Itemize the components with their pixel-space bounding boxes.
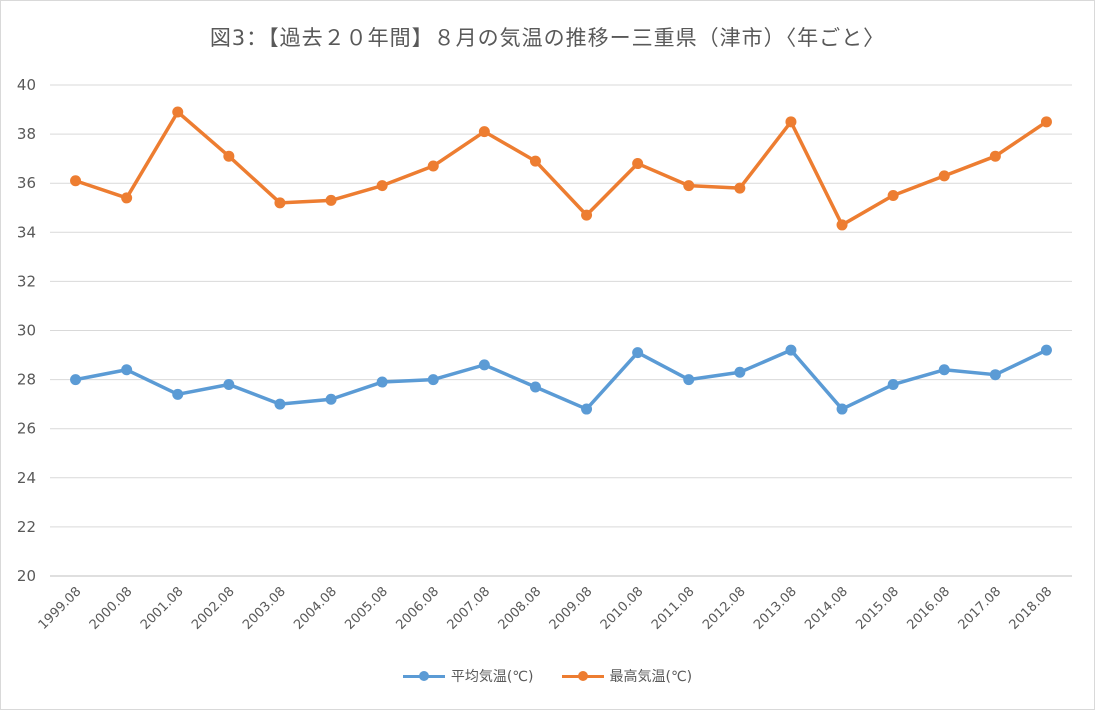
x-tick-label: 2009.08 — [547, 584, 596, 633]
data-point — [632, 347, 644, 359]
legend-item-max: 最高気温(℃) — [561, 666, 693, 686]
data-point — [734, 182, 746, 194]
data-point — [325, 194, 337, 206]
data-point — [274, 197, 286, 209]
data-point — [172, 106, 184, 118]
chart-legend: 平均気温(℃) 最高気温(℃) — [0, 666, 1095, 686]
data-point — [70, 175, 82, 187]
x-tick-label: 2007.08 — [445, 584, 494, 633]
x-tick-label: 2008.08 — [496, 584, 545, 633]
data-point — [427, 374, 439, 386]
y-tick-label: 20 — [17, 567, 36, 585]
series-avg-temp — [70, 344, 1052, 415]
data-point — [376, 376, 388, 388]
data-point — [427, 160, 439, 172]
data-point — [989, 369, 1001, 381]
data-point — [529, 381, 541, 393]
x-tick-label: 2010.08 — [598, 584, 647, 633]
data-point — [734, 366, 746, 378]
data-point — [70, 374, 82, 386]
x-tick-label: 1999.08 — [36, 584, 85, 633]
data-point — [938, 364, 950, 376]
y-tick-label: 30 — [17, 322, 36, 340]
data-point — [223, 379, 235, 391]
data-point — [1040, 344, 1052, 356]
y-axis: 20 22 24 26 28 30 32 34 36 38 40 — [17, 76, 36, 585]
data-point — [121, 364, 133, 376]
data-point — [683, 374, 695, 386]
data-point — [223, 150, 235, 162]
data-point — [938, 170, 950, 182]
y-tick-label: 38 — [17, 125, 36, 143]
data-point — [325, 393, 337, 405]
data-point — [274, 398, 286, 410]
legend-label-max: 最高気温(℃) — [609, 669, 693, 685]
x-tick-label: 2003.08 — [240, 584, 289, 633]
data-point — [887, 189, 899, 201]
x-tick-label: 2016.08 — [904, 584, 953, 633]
x-tick-label: 2014.08 — [802, 584, 851, 633]
gridlines — [50, 84, 1072, 577]
data-point — [683, 180, 695, 192]
x-tick-label: 2005.08 — [342, 584, 391, 633]
series-line — [73, 110, 1049, 227]
chart-title: 図3：【過去２０年間】８月の気温の推移ー三重県（津市）〈年ごと〉 — [209, 26, 886, 50]
data-point — [836, 403, 848, 415]
x-tick-label: 2017.08 — [956, 584, 1005, 633]
x-tick-label: 2004.08 — [291, 584, 340, 633]
data-point — [376, 180, 388, 192]
x-tick-label: 2001.08 — [138, 584, 187, 633]
data-point — [478, 126, 490, 138]
x-tick-label: 2012.08 — [700, 584, 749, 633]
data-point — [989, 150, 1001, 162]
y-tick-label: 40 — [17, 76, 36, 94]
x-tick-label: 2011.08 — [649, 584, 698, 633]
data-point — [785, 116, 797, 128]
legend-label-avg: 平均気温(℃) — [450, 669, 534, 685]
x-tick-label: 2006.08 — [393, 584, 442, 633]
data-point — [581, 403, 593, 415]
x-axis: 1999.08 2000.08 2001.08 2002.08 2003.08 2004.… — [36, 584, 1056, 633]
legend-swatch-max — [561, 670, 604, 682]
series-max-temp — [70, 106, 1052, 231]
data-point — [172, 388, 184, 400]
y-tick-label: 34 — [17, 223, 36, 241]
y-tick-label: 28 — [17, 371, 36, 389]
x-tick-label: 2015.08 — [853, 584, 902, 633]
data-point — [785, 344, 797, 356]
y-tick-label: 22 — [17, 518, 36, 536]
x-tick-label: 2013.08 — [751, 584, 800, 633]
legend-swatch-avg — [402, 670, 445, 682]
y-tick-label: 24 — [17, 469, 36, 487]
x-tick-label: 2018.08 — [1007, 584, 1056, 633]
series-layer — [70, 106, 1052, 415]
y-tick-label: 26 — [17, 420, 36, 438]
x-tick-label: 2002.08 — [189, 584, 238, 633]
data-point — [529, 155, 541, 167]
data-point — [581, 209, 593, 221]
data-point — [887, 379, 899, 391]
data-point — [632, 158, 644, 170]
legend-item-avg: 平均気温(℃) — [402, 666, 534, 686]
data-point — [121, 192, 133, 204]
data-point — [1040, 116, 1052, 128]
data-point — [478, 359, 490, 371]
y-tick-label: 32 — [17, 272, 36, 290]
y-tick-label: 36 — [17, 174, 36, 192]
x-tick-label: 2000.08 — [87, 584, 136, 633]
series-line — [73, 348, 1049, 411]
data-point — [836, 219, 848, 231]
